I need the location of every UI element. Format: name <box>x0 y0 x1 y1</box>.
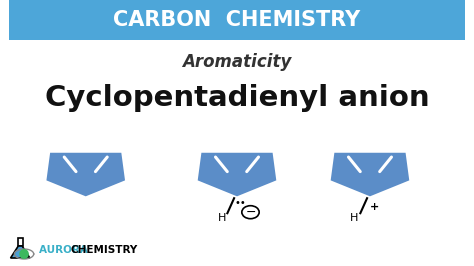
Text: −: − <box>245 206 256 219</box>
Bar <box>9 0 465 40</box>
Polygon shape <box>10 246 30 258</box>
Circle shape <box>19 249 29 259</box>
Polygon shape <box>332 154 408 195</box>
Text: ••: •• <box>234 198 246 208</box>
Text: Aromaticity: Aromaticity <box>182 53 292 71</box>
Ellipse shape <box>242 206 259 219</box>
Polygon shape <box>199 154 275 195</box>
Text: CARBON  CHEMISTRY: CARBON CHEMISTRY <box>113 10 361 30</box>
Text: +: + <box>370 202 379 212</box>
Text: Cyclopentadienyl anion: Cyclopentadienyl anion <box>45 84 429 112</box>
Polygon shape <box>47 154 124 195</box>
Text: AURORA: AURORA <box>39 245 92 255</box>
Bar <box>18 238 23 246</box>
Text: CHEMISTRY: CHEMISTRY <box>70 245 137 255</box>
Text: H: H <box>218 213 226 223</box>
Text: H: H <box>350 213 359 223</box>
